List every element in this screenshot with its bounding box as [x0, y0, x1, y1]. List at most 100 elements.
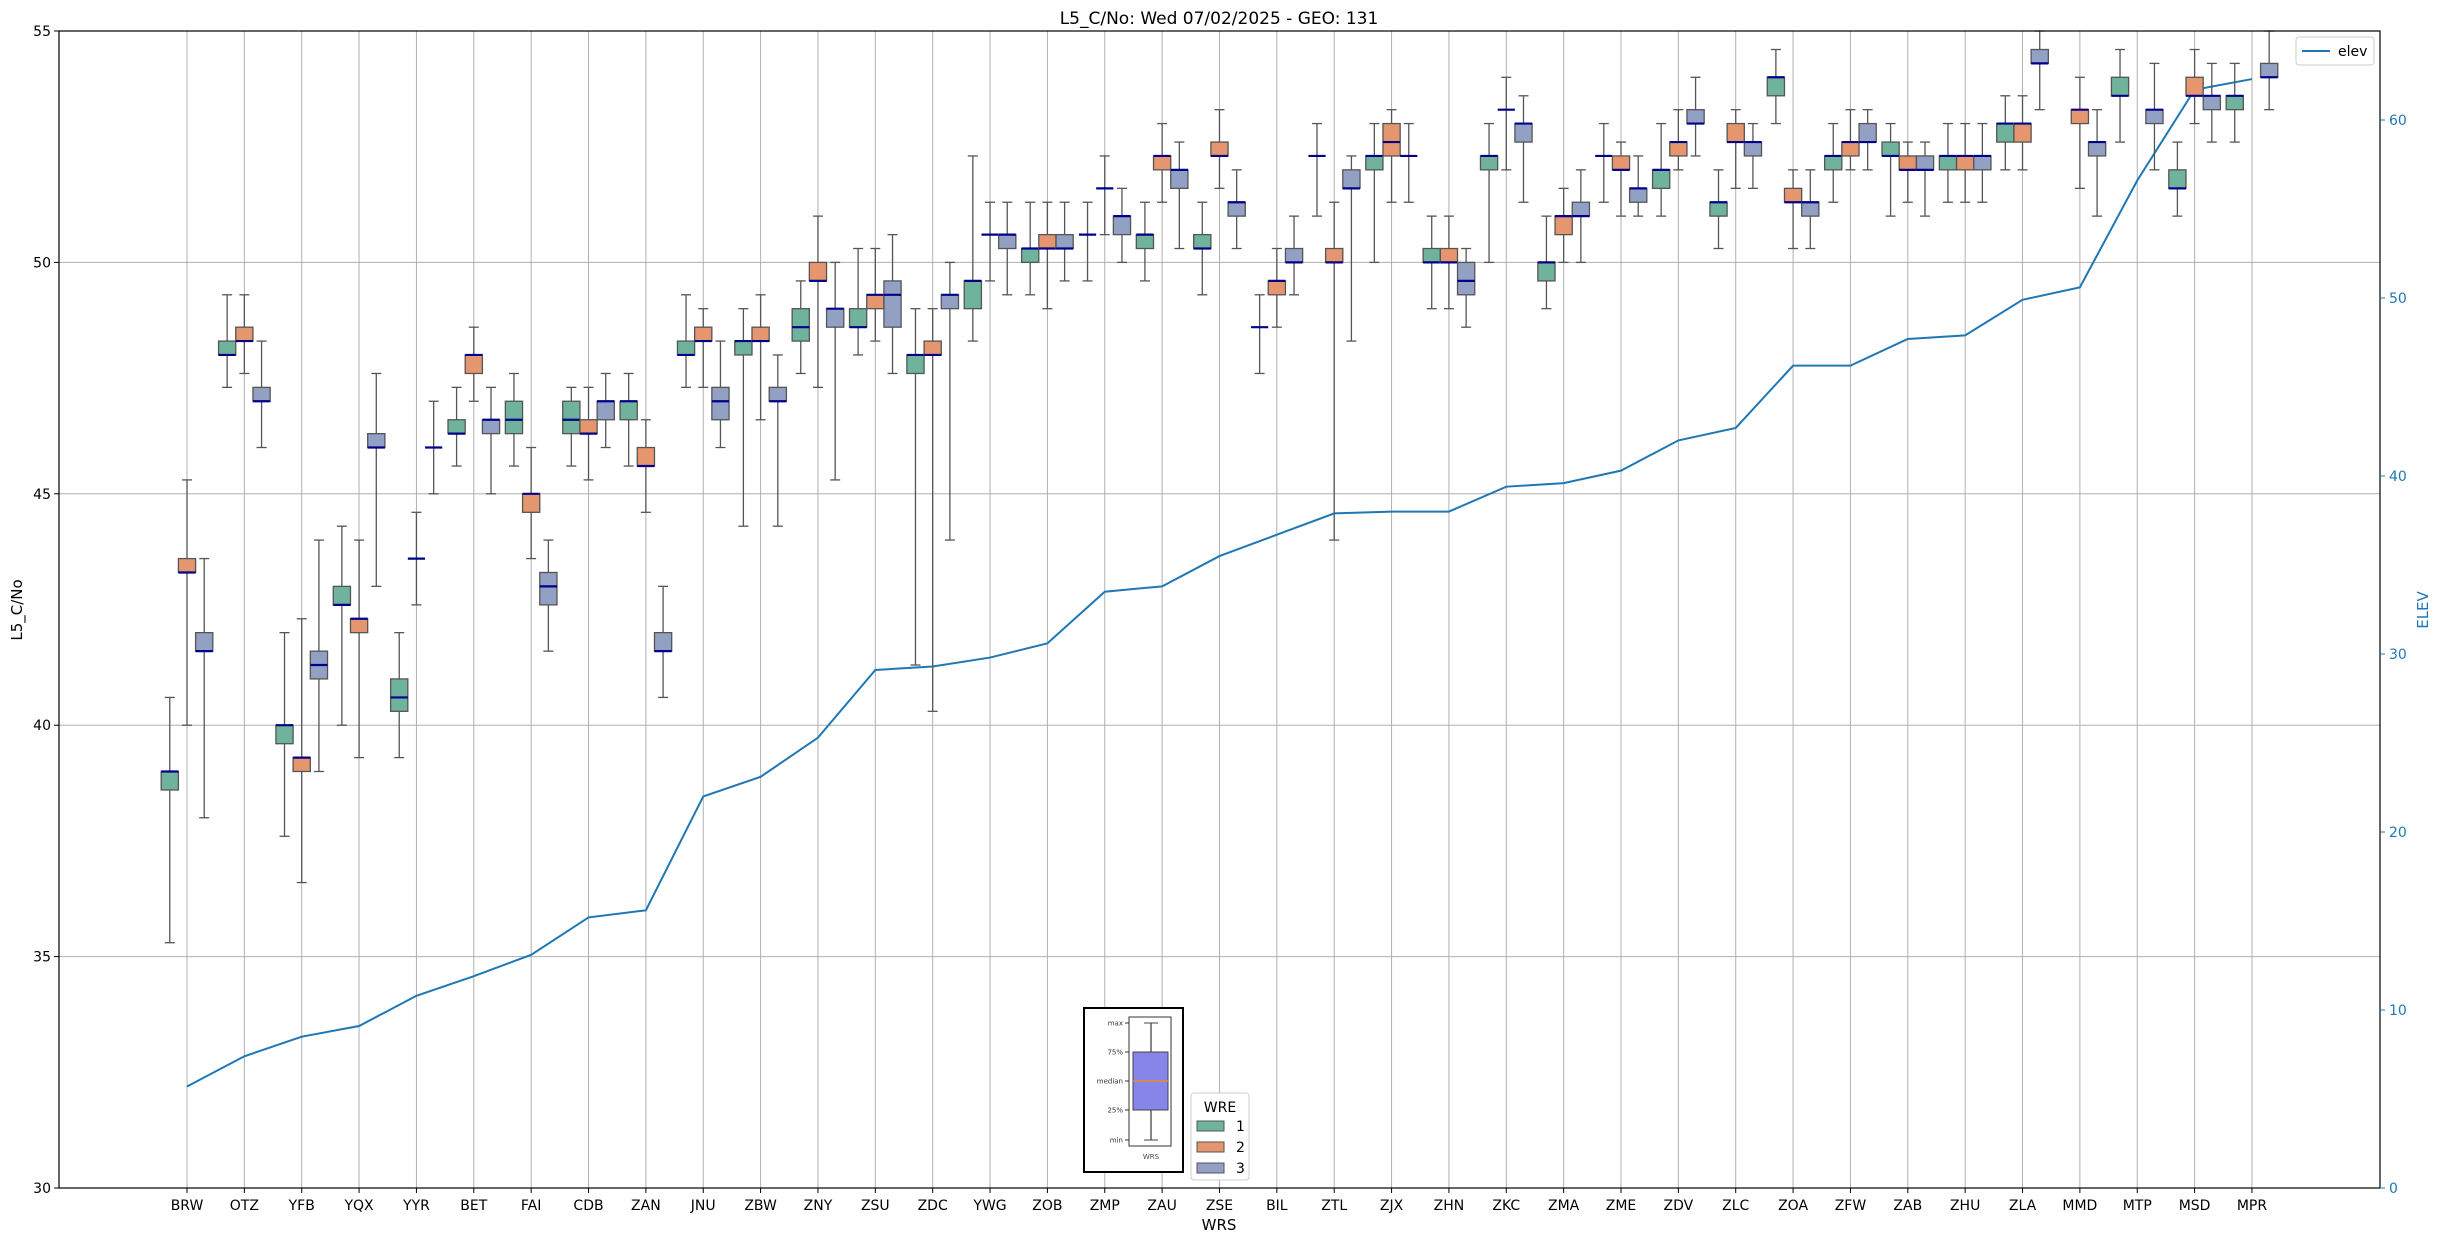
box-OTZ-wre2: [235, 294, 254, 375]
x-tick-label: ZAU: [1147, 1198, 1176, 1214]
iqr-box: [1686, 109, 1705, 125]
elev-line-layer: [186, 78, 2253, 1088]
iqr-box: [1514, 122, 1533, 143]
box-FAI-wre1: [504, 372, 524, 467]
box-ZOB-wre3: [1055, 201, 1074, 282]
y-axis-right-label: ELEV: [2414, 590, 2432, 628]
box-ZFW-wre3: [1858, 109, 1877, 171]
x-tick-label: BRW: [171, 1198, 204, 1214]
iqr-box: [1898, 155, 1918, 171]
box-ZHN-wre1: [1422, 215, 1441, 310]
wre-legend: WRE 1 2 3: [1190, 1092, 1250, 1181]
inset-key: max 75% median 25% min WRS: [1083, 1007, 1184, 1173]
box-OTZ-wre3: [252, 340, 271, 449]
iqr-box: [2259, 62, 2279, 78]
wre-legend-swatch: [1196, 1162, 1225, 1174]
box-CDB-wre2: [579, 386, 598, 481]
x-tick-label: ZLA: [2009, 1198, 2037, 1214]
iqr-box: [1571, 201, 1591, 217]
iqr-box: [963, 280, 983, 310]
iqr-box: [1709, 201, 1728, 217]
box-BRW-wre3: [194, 557, 214, 819]
box-ZMP-wre2: [1096, 155, 1114, 236]
wre-legend-label: 2: [1236, 1140, 1245, 1156]
x-tick-label: YWG: [972, 1198, 1006, 1214]
iqr-box: [2030, 48, 2049, 65]
x-tick-label: ZHN: [1434, 1198, 1465, 1214]
x-tick-label: MMD: [2062, 1198, 2097, 1214]
iqr-box: [1365, 155, 1384, 171]
iqr-box: [1938, 155, 1958, 171]
box-ZME-wre1: [1595, 122, 1613, 203]
box-ZDV-wre1: [1651, 122, 1671, 217]
iqr-box: [1170, 169, 1189, 190]
x-tick-label: MTP: [2123, 1198, 2152, 1214]
iqr-box: [389, 678, 409, 712]
iqr-box: [768, 386, 788, 402]
box-BIL-wre2: [1267, 247, 1287, 328]
box-ZTL-wre1: [1308, 122, 1326, 217]
elev-line: [186, 78, 2253, 1088]
box-ZMA-wre2: [1554, 187, 1573, 264]
chart-title: L5_C/No: Wed 07/02/2025 - GEO: 131: [1060, 9, 1379, 29]
iqr-box: [1456, 261, 1476, 296]
inset-label: min: [1110, 1137, 1123, 1145]
wre-legend-title: WRE: [1204, 1100, 1236, 1116]
box-YYR-wre1: [389, 631, 409, 759]
inset-label: max: [1108, 1020, 1123, 1028]
iqr-box: [464, 354, 484, 375]
box-BET-wre2: [464, 326, 484, 402]
iqr-box: [2087, 141, 2107, 157]
x-tick-label: ZAB: [1893, 1198, 1922, 1214]
y-tick-label: 30: [33, 1181, 51, 1197]
box-CDB-wre1: [562, 386, 581, 467]
iqr-box: [1324, 247, 1344, 264]
box-ZHN-wre3: [1456, 247, 1476, 328]
box-ZAN-wre2: [636, 419, 656, 513]
iqr-box: [275, 724, 294, 745]
iqr-box: [447, 419, 466, 435]
iqr-box: [997, 233, 1017, 250]
iqr-box: [1210, 141, 1229, 157]
iqr-box: [2070, 109, 2090, 125]
iqr-box: [562, 400, 581, 435]
box-ZTL-wre3: [1342, 155, 1361, 342]
box-layer: [160, 30, 2279, 944]
box-ZDV-wre3: [1686, 76, 1705, 157]
y-right-tick-label: 0: [2389, 1181, 2398, 1197]
box-ZME-wre2: [1611, 141, 1631, 217]
iqr-box: [2110, 76, 2130, 97]
iqr-box: [906, 354, 925, 375]
y-right-tick-label: 10: [2389, 1003, 2407, 1019]
box-ZHU-wre1: [1938, 122, 1958, 203]
box-ZOA-wre2: [1783, 169, 1803, 250]
iqr-box: [1973, 155, 1992, 171]
box-ZDC-wre3: [940, 261, 960, 541]
iqr-box: [235, 326, 254, 342]
box-ZDC-wre1: [906, 308, 925, 666]
box-ZMP-wre3: [1112, 187, 1132, 264]
box-ZSE-wre3: [1227, 169, 1246, 250]
iqr-box: [883, 280, 902, 328]
iqr-box: [1135, 233, 1155, 250]
y-tick-label: 35: [33, 950, 51, 966]
box-MTP-wre3: [2145, 62, 2164, 171]
iqr-box: [481, 419, 501, 435]
x-tick-label: ZBW: [744, 1198, 777, 1214]
iqr-box: [866, 294, 885, 310]
x-tick-label: ZMA: [1548, 1198, 1580, 1214]
box-ZLC-wre1: [1709, 169, 1728, 250]
x-axis-label: WRS: [1202, 1216, 1237, 1234]
iqr-box: [751, 326, 770, 342]
iqr-box: [848, 308, 868, 328]
x-axis: BRW OTZ YFB YQX YYR BET FAI CDB ZAN JNU ZBW ZNY ZSU Z…: [171, 1188, 2267, 1214]
x-tick-label: ZHU: [1950, 1198, 1980, 1214]
box-BET-wre3: [481, 386, 501, 495]
x-tick-label: YQX: [343, 1198, 374, 1214]
y-tick-label: 45: [33, 487, 51, 503]
iqr-box: [1726, 122, 1745, 143]
box-ZNY-wre1: [791, 280, 811, 375]
y-right-tick-label: 50: [2389, 291, 2407, 307]
x-tick-label: ZOA: [1778, 1198, 1808, 1214]
box-YFB-wre3: [309, 539, 329, 773]
